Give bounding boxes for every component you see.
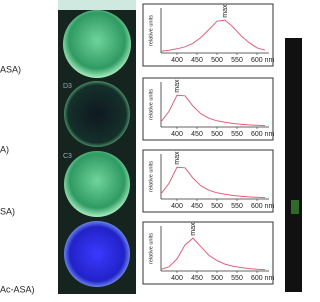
plate-edge [58,0,136,10]
page: {"side_labels": ["ASA)", "A)", "SA)", "A… [0,0,302,295]
plot-box [142,149,274,213]
dark-panel [285,38,302,292]
x-tick-label: 450 [191,131,203,138]
side-label: Ac-ASA) [0,284,35,294]
well [64,81,130,147]
x-tick-label: 450 [191,203,203,210]
x-tick-label: 600 nm [251,275,275,282]
x-tick-label: 550 [231,203,243,210]
x-tick-label: 550 [231,275,243,282]
x-tick-label: 450 [191,275,203,282]
x-tick-label: 500 [211,57,223,64]
side-label: SA) [0,206,15,216]
well-label: D3 [63,83,72,90]
spectrum-line [160,237,266,271]
well-label: C3 [63,153,72,160]
max-annotation: max [222,4,229,18]
plot-box [142,221,274,285]
side-label: ASA) [0,64,21,74]
x-tick-label: 600 nm [251,131,275,138]
x-tick-label: 500 [211,203,223,210]
x-tick-label: 400 [171,275,183,282]
well [64,151,130,217]
plot-box [142,3,274,67]
y-axis-label: relative units [148,161,154,192]
x-tick-label: 400 [171,131,183,138]
x-tick-label: 600 nm [251,203,275,210]
spectrum-line [160,94,266,127]
spectrum-line [160,166,266,199]
y-axis-label: relative units [148,89,154,120]
x-tick-label: 500 [211,275,223,282]
plot-box [142,77,274,141]
x-tick-label: 550 [231,131,243,138]
well [64,221,130,287]
x-tick-label: 400 [171,203,183,210]
max-annotation: max [190,222,197,236]
x-tick-label: 450 [191,57,203,64]
well [63,10,131,78]
y-axis-label: relative units [148,15,154,46]
x-tick-label: 400 [171,57,183,64]
side-label: A) [0,144,9,154]
x-tick-label: 600 nm [251,57,275,64]
y-axis-label: relative units [148,233,154,264]
x-tick-label: 550 [231,57,243,64]
green-spot [291,200,299,214]
max-annotation: max [174,151,181,165]
max-annotation: max [174,79,181,93]
x-tick-label: 500 [211,131,223,138]
spectrum-line [160,19,266,52]
figure: D3 C3 ASA) A) SA) Ac-ASA) relative units… [0,0,302,294]
